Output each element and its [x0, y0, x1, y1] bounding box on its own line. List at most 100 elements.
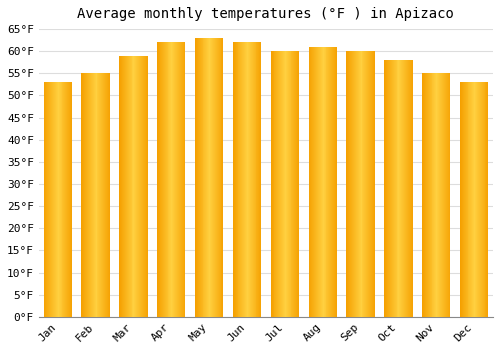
Bar: [69, 82, 70, 317]
Bar: [354, 51, 355, 317]
Bar: [439, 73, 440, 317]
Bar: [123, 56, 124, 317]
Bar: [315, 47, 316, 317]
Bar: [160, 42, 161, 317]
Bar: [197, 38, 198, 317]
Bar: [222, 38, 224, 317]
Bar: [164, 42, 166, 317]
Bar: [250, 42, 251, 317]
Bar: [56, 82, 57, 317]
Bar: [443, 73, 444, 317]
Bar: [132, 56, 134, 317]
Bar: [445, 73, 446, 317]
Bar: [398, 60, 400, 317]
Bar: [466, 82, 468, 317]
Bar: [321, 47, 322, 317]
Bar: [251, 42, 252, 317]
Bar: [66, 82, 67, 317]
Bar: [422, 73, 423, 317]
Bar: [92, 73, 94, 317]
Bar: [166, 42, 168, 317]
Bar: [182, 42, 184, 317]
Bar: [310, 47, 312, 317]
Bar: [320, 47, 321, 317]
Bar: [372, 51, 373, 317]
Bar: [247, 42, 248, 317]
Bar: [428, 73, 430, 317]
Bar: [102, 73, 103, 317]
Bar: [387, 60, 388, 317]
Bar: [426, 73, 427, 317]
Bar: [388, 60, 389, 317]
Bar: [484, 82, 486, 317]
Bar: [352, 51, 353, 317]
Bar: [202, 38, 203, 317]
Bar: [477, 82, 478, 317]
Bar: [288, 51, 290, 317]
Bar: [432, 73, 434, 317]
Bar: [328, 47, 330, 317]
Bar: [486, 82, 488, 317]
Bar: [281, 51, 282, 317]
Bar: [55, 82, 56, 317]
Bar: [178, 42, 179, 317]
Bar: [58, 82, 59, 317]
Bar: [215, 38, 216, 317]
Bar: [362, 51, 364, 317]
Bar: [218, 38, 220, 317]
Bar: [408, 60, 409, 317]
Bar: [297, 51, 298, 317]
Bar: [285, 51, 286, 317]
Bar: [249, 42, 250, 317]
Bar: [332, 47, 333, 317]
Bar: [479, 82, 480, 317]
Bar: [409, 60, 410, 317]
Bar: [177, 42, 178, 317]
Bar: [252, 42, 254, 317]
Bar: [139, 56, 140, 317]
Bar: [312, 47, 313, 317]
Bar: [62, 82, 64, 317]
Bar: [104, 73, 105, 317]
Bar: [282, 51, 283, 317]
Bar: [368, 51, 369, 317]
Bar: [172, 42, 173, 317]
Bar: [179, 42, 180, 317]
Bar: [366, 51, 367, 317]
Bar: [84, 73, 85, 317]
Bar: [144, 56, 145, 317]
Bar: [389, 60, 390, 317]
Bar: [349, 51, 350, 317]
Bar: [200, 38, 202, 317]
Bar: [402, 60, 403, 317]
Bar: [242, 42, 243, 317]
Bar: [284, 51, 285, 317]
Bar: [157, 42, 158, 317]
Bar: [346, 51, 348, 317]
Bar: [100, 73, 102, 317]
Bar: [170, 42, 172, 317]
Bar: [448, 73, 450, 317]
Bar: [141, 56, 142, 317]
Bar: [423, 73, 424, 317]
Bar: [91, 73, 92, 317]
Bar: [292, 51, 294, 317]
Bar: [425, 73, 426, 317]
Bar: [204, 38, 206, 317]
Bar: [161, 42, 162, 317]
Bar: [385, 60, 386, 317]
Bar: [49, 82, 50, 317]
Bar: [90, 73, 91, 317]
Bar: [294, 51, 296, 317]
Bar: [126, 56, 127, 317]
Bar: [48, 82, 49, 317]
Bar: [163, 42, 164, 317]
Bar: [60, 82, 62, 317]
Bar: [360, 51, 362, 317]
Bar: [136, 56, 137, 317]
Bar: [130, 56, 132, 317]
Bar: [124, 56, 125, 317]
Bar: [109, 73, 110, 317]
Bar: [176, 42, 177, 317]
Bar: [430, 73, 432, 317]
